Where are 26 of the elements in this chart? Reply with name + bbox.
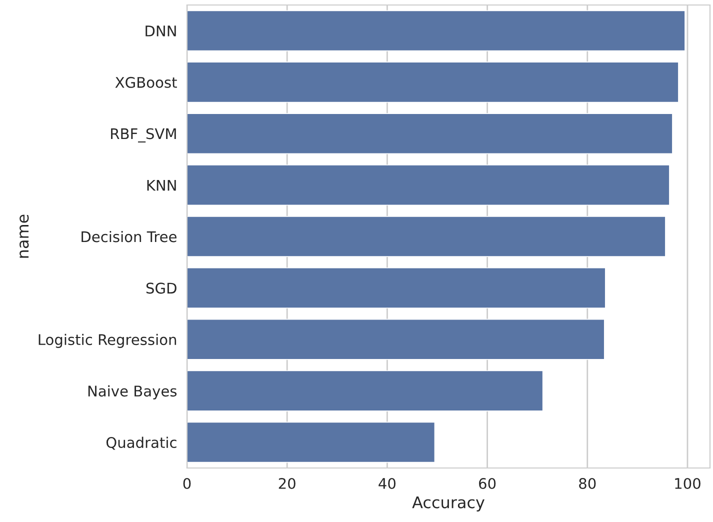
y-tick-label: SGD xyxy=(146,282,176,294)
y-tick-label: Decision Tree xyxy=(82,230,176,242)
bar xyxy=(187,164,670,206)
bar xyxy=(187,113,673,154)
bar xyxy=(187,267,606,308)
x-axis-title: Accuracy xyxy=(412,496,484,512)
bar xyxy=(187,216,666,257)
x-tick-label: 100 xyxy=(675,478,700,490)
bar xyxy=(187,318,605,360)
bar xyxy=(187,370,544,412)
y-tick-label: DNN xyxy=(146,26,176,36)
y-tick-label: Logistic Regression xyxy=(38,334,176,348)
x-tick-label: 0 xyxy=(183,478,191,490)
y-axis-title: name xyxy=(20,214,29,258)
y-tick-label: KNN xyxy=(147,180,176,191)
bar xyxy=(187,10,686,52)
bar xyxy=(187,62,679,103)
x-tick-label: 20 xyxy=(278,478,296,490)
x-tick-label: 40 xyxy=(378,478,396,490)
y-tick-label: Quadratic xyxy=(106,436,176,450)
x-tick-label: 60 xyxy=(479,478,496,490)
y-tick-label: XGBoost xyxy=(115,76,177,88)
y-tick-label: Naive Bayes xyxy=(88,385,177,400)
x-tick-label: 80 xyxy=(579,478,596,490)
y-tick-label: RBF_SVM xyxy=(111,128,176,142)
bar xyxy=(187,422,436,463)
